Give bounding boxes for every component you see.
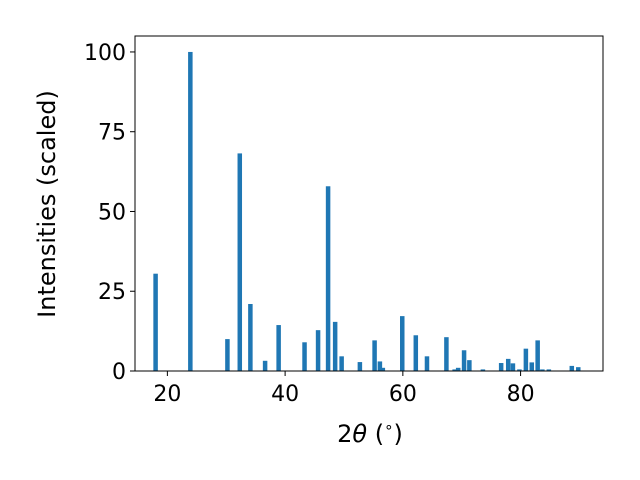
bar (377, 361, 383, 371)
bar (302, 342, 307, 371)
bar (315, 330, 321, 371)
bar (529, 362, 535, 371)
bar (225, 339, 230, 371)
bar (480, 369, 486, 371)
bar (413, 335, 419, 371)
x-tick-label: 80 (507, 382, 535, 407)
bar (498, 363, 504, 371)
bar (357, 362, 363, 371)
bar (546, 369, 552, 371)
bar (505, 358, 511, 371)
bar (517, 369, 522, 371)
y-tick-label: 25 (98, 280, 126, 305)
plot-frame (134, 35, 604, 372)
bar (262, 360, 268, 371)
bar (455, 367, 461, 371)
bar (400, 316, 405, 371)
bar (540, 369, 545, 371)
y-axis-ticks: 0 25 50 75 100 (84, 41, 135, 385)
x-axis-label: 2θ (∘) (337, 418, 403, 448)
bar (188, 51, 193, 371)
x-tick-label: 60 (389, 382, 417, 407)
bar (325, 186, 331, 371)
bar (424, 356, 430, 371)
bar (576, 367, 581, 371)
bar (153, 273, 158, 371)
bar (523, 348, 529, 371)
bar (237, 153, 243, 371)
bar (372, 340, 377, 371)
bar (461, 350, 467, 371)
bar (380, 367, 386, 371)
y-tick-label: 50 (98, 200, 126, 225)
x-tick-label: 40 (271, 382, 299, 407)
bar (444, 337, 449, 371)
bar (452, 369, 457, 371)
bar (276, 325, 281, 371)
y-tick-label: 75 (98, 121, 126, 146)
bar (510, 363, 516, 371)
bar (569, 365, 575, 371)
y-axis-label: Intensities (scaled) (33, 90, 61, 318)
bar (467, 360, 472, 371)
bars-group (153, 51, 581, 371)
bar (248, 304, 253, 371)
x-axis-ticks: 20 40 60 80 (153, 371, 535, 407)
bar (535, 340, 540, 371)
y-tick-label: 0 (112, 360, 126, 385)
x-tick-label: 20 (153, 382, 181, 407)
y-tick-label: 100 (84, 41, 126, 66)
bar (332, 321, 338, 371)
bar (339, 356, 344, 371)
